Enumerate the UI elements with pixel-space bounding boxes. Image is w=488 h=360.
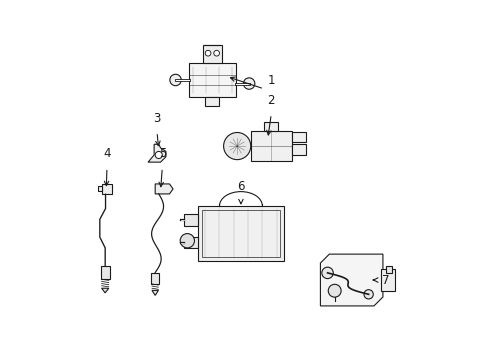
Text: 5: 5	[158, 147, 166, 160]
Circle shape	[155, 152, 162, 158]
Polygon shape	[148, 144, 165, 162]
Text: 1: 1	[267, 74, 274, 87]
Polygon shape	[155, 184, 173, 194]
Circle shape	[213, 50, 219, 56]
Bar	[151, 273, 159, 284]
Text: 2: 2	[267, 94, 274, 107]
Bar	[250, 131, 291, 161]
Bar	[102, 184, 112, 194]
Bar	[264, 122, 278, 131]
Bar	[386, 266, 391, 273]
Bar	[98, 186, 102, 191]
Bar	[380, 269, 395, 291]
Text: 7: 7	[381, 274, 389, 287]
Circle shape	[327, 284, 341, 297]
Circle shape	[363, 290, 372, 299]
Bar	[184, 237, 198, 248]
Text: 6: 6	[237, 180, 244, 193]
Circle shape	[223, 132, 250, 159]
Bar	[291, 144, 305, 155]
Circle shape	[243, 78, 254, 89]
Bar	[198, 206, 283, 261]
Circle shape	[321, 267, 333, 279]
Polygon shape	[102, 288, 108, 293]
Bar	[101, 266, 110, 279]
Bar	[291, 132, 305, 143]
Bar	[202, 45, 222, 63]
Polygon shape	[152, 291, 158, 296]
Circle shape	[169, 74, 181, 86]
Bar	[184, 214, 198, 226]
Bar	[189, 63, 235, 97]
Circle shape	[180, 234, 194, 248]
Circle shape	[205, 50, 210, 56]
Bar	[202, 210, 279, 257]
Text: 4: 4	[103, 147, 110, 160]
Bar	[205, 97, 219, 106]
Polygon shape	[320, 254, 382, 306]
Text: 3: 3	[153, 112, 161, 125]
